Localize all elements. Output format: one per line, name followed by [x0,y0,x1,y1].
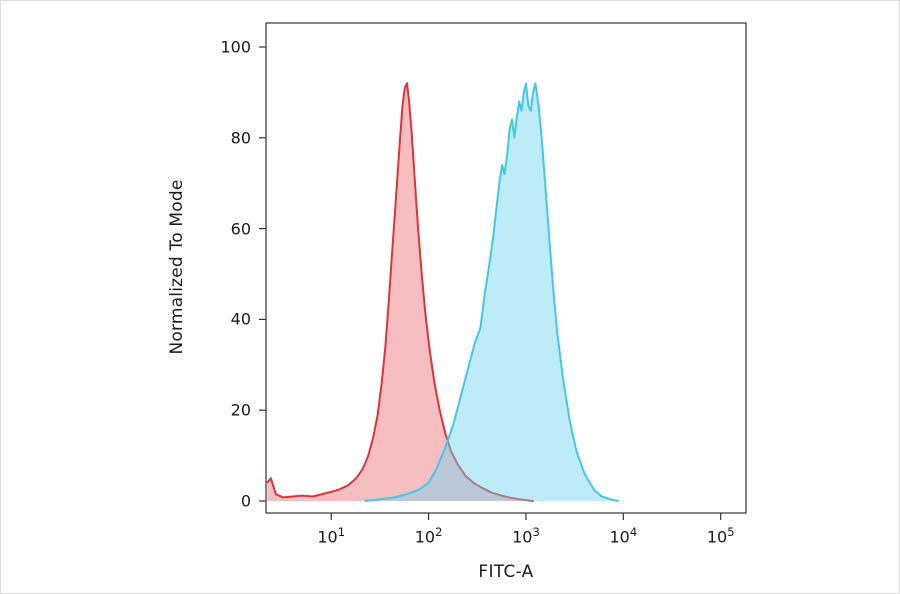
x-axis-title: FITC-A [478,562,534,582]
x-tick-exponent: 2 [435,525,443,539]
x-tick-label: 103 [512,525,540,546]
plot-frame [265,22,747,514]
x-tick-label: 105 [707,525,735,546]
x-tick-base: 10 [512,527,533,547]
y-tick-label: 60 [230,219,251,239]
x-tick-exponent: 1 [337,525,346,539]
series-fill-1 [364,83,619,502]
series-line-1 [364,82,620,502]
x-tick-label: 104 [609,525,637,546]
y-tick-label: 100 [220,37,251,57]
y-tick-label: 20 [230,400,251,420]
x-tick-base: 10 [414,527,436,547]
y-axis-title: Normalized To Mode [167,179,187,355]
y-tick-label: 80 [230,128,251,148]
y-tick-label: 0 [240,491,251,511]
series-line-0 [266,82,534,502]
x-tick-base: 10 [317,527,338,547]
x-tick-base: 10 [609,527,630,547]
y-tick-label: 40 [230,309,251,329]
x-tick-label: 102 [415,525,443,546]
x-tick-exponent: 4 [629,525,638,539]
x-tick-label: 101 [317,525,345,546]
series-fill-0 [267,83,534,502]
x-tick-base: 10 [706,527,728,547]
x-tick-exponent: 5 [727,525,735,539]
x-tick-exponent: 3 [532,525,540,539]
